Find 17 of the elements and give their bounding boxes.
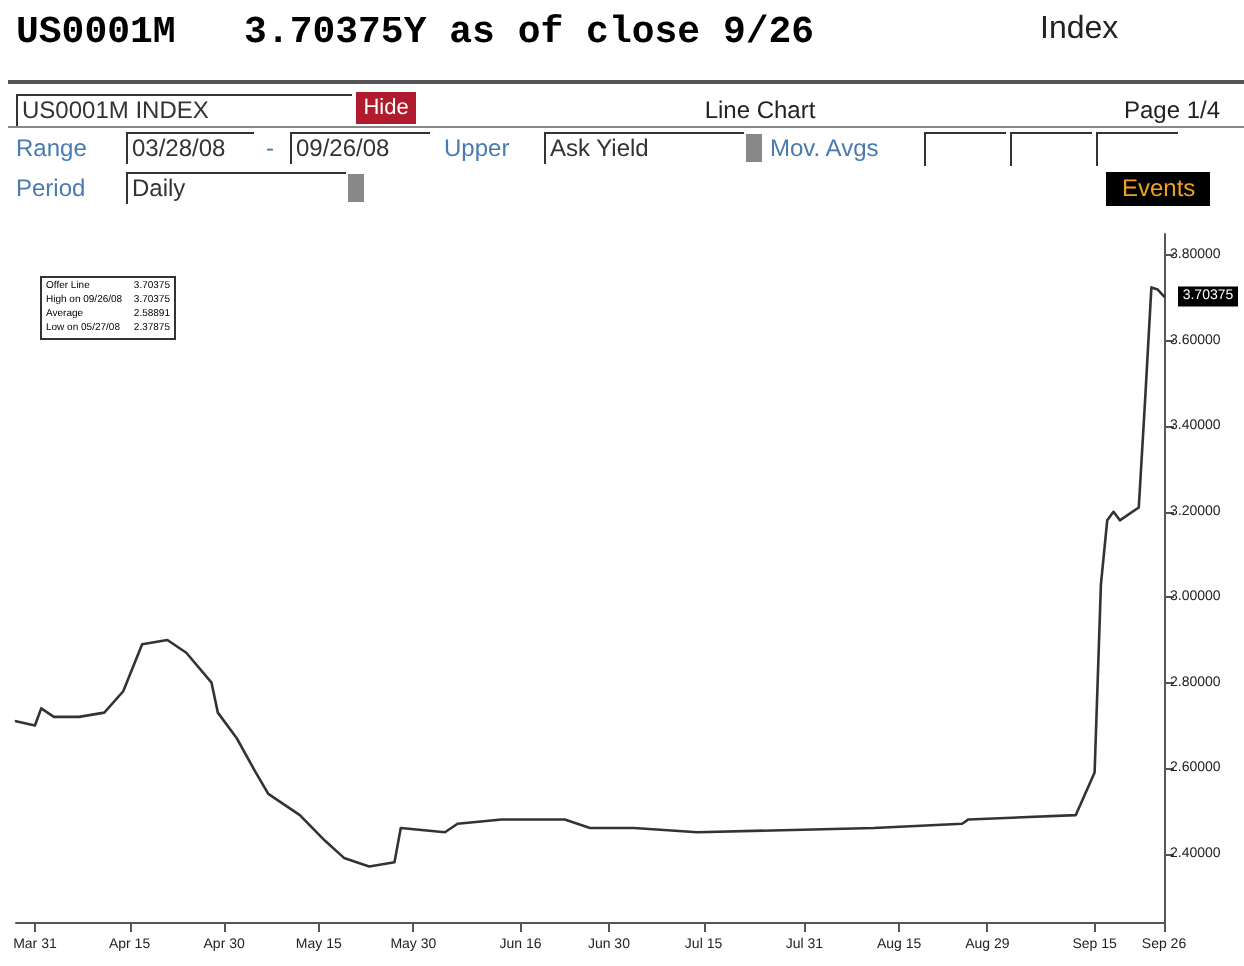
text: Line Chart: [702, 96, 818, 124]
text: -: [266, 134, 274, 162]
text: Upper: [444, 134, 510, 162]
text: 09/26/08: [290, 132, 430, 164]
text: Range: [16, 134, 87, 162]
text: Period: [16, 174, 86, 202]
text: Hide: [356, 92, 416, 124]
text: Mov. Avgs: [770, 134, 879, 162]
text: Daily: [126, 172, 346, 204]
text: Ask Yield: [544, 132, 744, 164]
text: Index: [1040, 12, 1119, 48]
chart-title: US0001M 3.70375Y as of close 9/26: [16, 10, 815, 54]
line-series: [14, 286, 1166, 868]
text: US0001M INDEX: [16, 94, 352, 126]
text: Page 1/4: [1124, 96, 1221, 124]
text: 03/28/08: [126, 132, 254, 164]
text: Events: [1106, 172, 1210, 206]
